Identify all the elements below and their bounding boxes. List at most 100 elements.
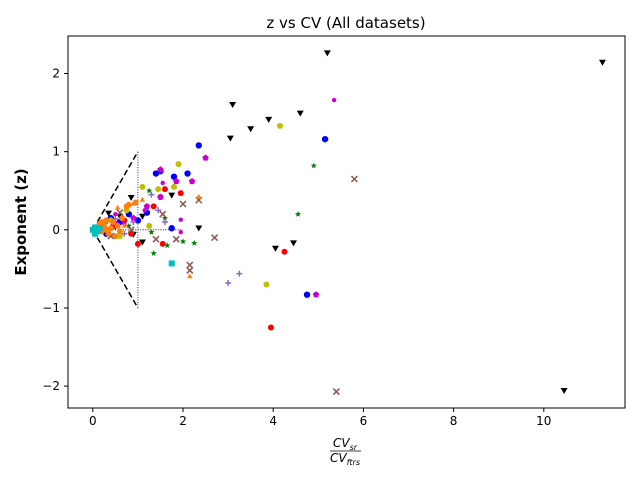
y-tick-label-0: −2 — [42, 379, 60, 393]
data-point-s7-0 — [350, 175, 358, 183]
wedge-dashed-line-0 — [92, 151, 139, 231]
data-point-s0-8 — [168, 192, 176, 199]
data-point-s10-6 — [107, 225, 114, 232]
data-point-s11-2 — [92, 224, 99, 231]
x-axis-label-numerator: CVsr — [333, 436, 358, 452]
data-point-s9-2 — [139, 196, 146, 202]
data-point-s2-2 — [177, 190, 184, 197]
data-point-s0-10 — [138, 213, 146, 220]
data-point-s6-8 — [161, 214, 169, 221]
data-point-s8-3 — [161, 219, 168, 225]
data-point-s7-8 — [152, 235, 160, 243]
x-axis-label-denominator: CVftrs — [330, 451, 360, 467]
data-point-s10-15 — [98, 219, 105, 225]
data-point-s3-2 — [178, 217, 183, 222]
data-point-s3-1 — [178, 229, 183, 235]
data-point-s5-4 — [188, 177, 196, 185]
x-axis-label: CVsr CVftrs — [330, 436, 361, 467]
data-point-s7-10 — [116, 209, 124, 217]
data-point-s7-7 — [172, 235, 180, 243]
data-point-s2-5 — [159, 240, 166, 247]
data-point-s1-6 — [303, 291, 311, 298]
data-point-s2-6 — [134, 240, 141, 247]
data-point-s5-0 — [202, 154, 209, 161]
data-point-s1-4 — [170, 173, 178, 180]
x-tick-label-2: 4 — [269, 414, 277, 428]
data-point-s0-3 — [296, 110, 304, 117]
data-point-s6-1 — [294, 210, 302, 217]
data-point-s4-1 — [263, 281, 270, 288]
data-point-s0-4 — [265, 116, 273, 123]
data-point-s8-2 — [155, 207, 162, 214]
data-point-s0-9 — [195, 225, 203, 232]
data-point-s6-2 — [191, 239, 198, 246]
data-point-s6-9 — [125, 222, 132, 229]
data-point-s4-6 — [116, 233, 123, 240]
data-point-s10-12 — [125, 201, 132, 208]
y-tick-label-2: 0 — [52, 223, 60, 237]
data-point-s2-3 — [150, 203, 157, 210]
data-point-s1-3 — [152, 170, 160, 177]
data-point-s7-4 — [179, 200, 187, 208]
data-point-s0-1 — [598, 59, 606, 66]
data-point-s8-0 — [225, 279, 232, 286]
data-point-s5-2 — [173, 177, 180, 185]
data-point-s1-0 — [195, 142, 202, 149]
data-point-s4-4 — [155, 186, 162, 193]
y-tick-label-1: −1 — [42, 301, 60, 315]
data-point-s0-0 — [323, 50, 331, 57]
data-point-s4-3 — [139, 183, 146, 190]
data-point-s10-10 — [119, 215, 126, 222]
data-point-s10-4 — [103, 217, 110, 224]
data-point-s6-4 — [150, 250, 157, 256]
data-point-s5-3 — [157, 193, 164, 200]
data-point-s5-5 — [312, 291, 320, 298]
data-point-s8-7 — [121, 230, 128, 237]
data-point-s3-3 — [160, 180, 165, 186]
data-point-s3-5 — [113, 211, 118, 217]
data-point-s9-3 — [114, 204, 121, 210]
scatter-points — [89, 50, 606, 396]
data-point-s9-1 — [196, 193, 202, 199]
data-point-s4-2 — [175, 161, 182, 168]
data-point-s11-4 — [96, 225, 103, 232]
x-axis-ticks: 0 2 4 6 8 10 — [89, 408, 551, 428]
y-tick-label-3: 1 — [52, 145, 60, 159]
data-point-s3-4 — [142, 208, 147, 213]
data-point-s10-9 — [114, 222, 121, 229]
data-point-s6-3 — [179, 238, 187, 245]
data-point-s7-1 — [332, 388, 340, 396]
x-tick-label-1: 2 — [179, 414, 187, 428]
data-point-s9-0 — [187, 273, 193, 279]
data-point-s1-1 — [321, 135, 329, 143]
data-point-s0-13 — [560, 388, 568, 395]
data-point-s7-9 — [159, 210, 167, 218]
data-point-s10-14 — [103, 226, 110, 233]
y-axis-ticks: −2 −1 0 1 2 — [42, 67, 68, 393]
data-point-s6-0 — [310, 162, 317, 169]
data-point-s10-13 — [132, 199, 139, 206]
data-point-s6-5 — [164, 242, 171, 249]
data-point-s8-4 — [148, 191, 155, 198]
data-point-s7-11 — [127, 226, 135, 234]
data-point-s4-0 — [276, 122, 283, 129]
data-point-s7-6 — [186, 266, 194, 274]
data-point-s10-16 — [116, 228, 123, 235]
x-tick-label-5: 10 — [536, 414, 551, 428]
x-tick-label-3: 6 — [360, 414, 368, 428]
x-tick-label-0: 0 — [89, 414, 97, 428]
data-point-s4-5 — [170, 183, 177, 190]
data-point-s5-1 — [157, 166, 164, 173]
data-point-s7-5 — [186, 261, 194, 269]
data-point-s5-7 — [130, 214, 137, 221]
data-point-s2-4 — [161, 186, 168, 193]
data-point-s3-0 — [331, 97, 337, 103]
data-point-s0-12 — [290, 240, 297, 247]
wedge-dashed-line-1 — [92, 229, 139, 309]
data-point-s7-2 — [211, 234, 219, 242]
data-point-s10-8 — [112, 233, 119, 240]
data-point-s0-14 — [105, 210, 113, 217]
data-point-s8-1 — [236, 270, 243, 277]
data-point-s8-5 — [130, 219, 137, 225]
data-point-s10-7 — [110, 219, 117, 225]
